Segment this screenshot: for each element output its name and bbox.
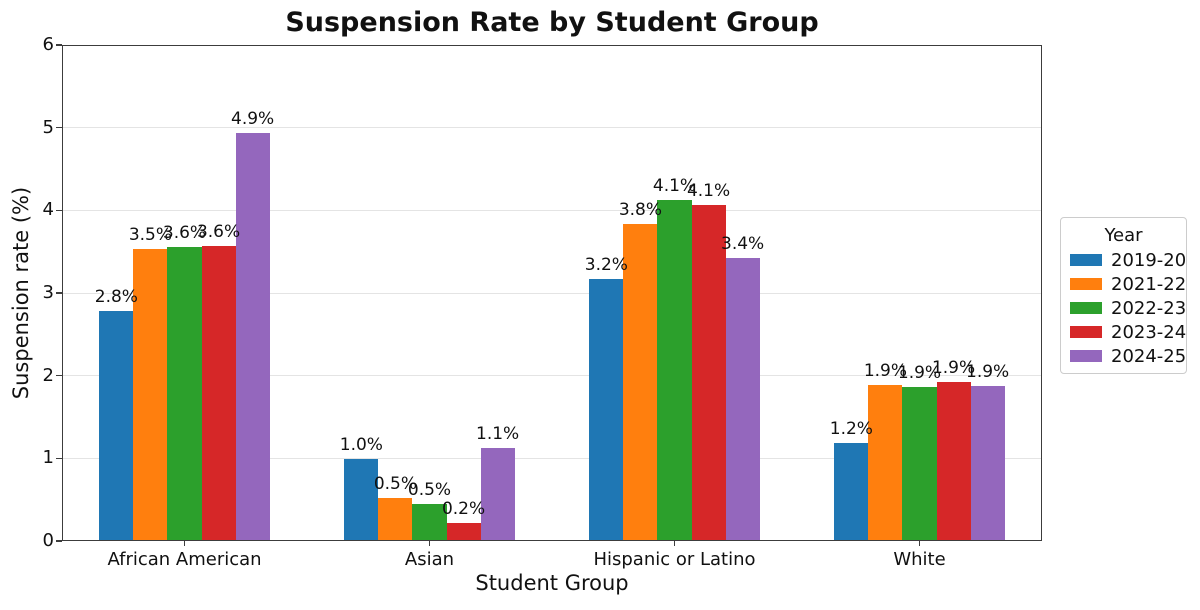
x-tick-mark (673, 541, 676, 546)
bar (99, 311, 134, 541)
bar-value-label: 3.4% (721, 234, 765, 255)
legend: Year 2019-20 2021-22 2022-23 2023-24 2024-25 (1060, 217, 1187, 374)
legend-swatch (1070, 326, 1102, 338)
bar-value-label: 4.1% (686, 180, 731, 201)
bar-value-label: 3.6% (162, 222, 207, 243)
y-tick-label: 3 (42, 282, 54, 303)
y-tick-mark (56, 540, 62, 542)
bar-value-label: 1.1% (476, 423, 520, 444)
bar (691, 204, 726, 541)
y-tick-mark (56, 457, 62, 460)
gridline (62, 375, 1042, 377)
bar-value-label: 1.2% (829, 418, 873, 439)
bar-value-label: 3.5% (128, 225, 173, 246)
x-tick-mark (183, 541, 186, 546)
x-tick-mark (918, 541, 921, 546)
y-tick-mark (56, 44, 62, 46)
bar (133, 249, 168, 541)
legend-items: 2019-20 2021-22 2022-23 2023-24 2024-25 (1070, 248, 1186, 368)
legend-label: 2023-24 (1111, 321, 1187, 343)
bar-value-label: 3.8% (618, 200, 663, 221)
legend-label: 2019-20 (1111, 249, 1187, 271)
legend-swatch (1070, 278, 1102, 290)
bar-value-label: 2.8% (94, 287, 138, 308)
x-axis-label: Student Group (475, 571, 629, 595)
gridline (62, 292, 1042, 294)
bar-value-label: 1.0% (339, 435, 383, 456)
gridline (62, 209, 1042, 211)
bar (412, 503, 447, 541)
y-tick-mark (56, 209, 62, 212)
legend-item: 2021-22 (1070, 272, 1186, 296)
gridline (62, 44, 1042, 46)
bar (235, 133, 270, 541)
y-tick-label: 0 (42, 530, 54, 551)
bar-value-label: 4.9% (231, 109, 275, 130)
bar-value-label: 0.5% (373, 474, 418, 495)
legend-label: 2022-23 (1111, 297, 1187, 319)
bar (834, 442, 869, 541)
bar (970, 386, 1005, 541)
bar (446, 522, 481, 541)
legend-swatch (1070, 254, 1102, 266)
y-tick-mark (56, 126, 62, 129)
legend-swatch (1070, 350, 1102, 362)
legend-item: 2023-24 (1070, 320, 1186, 344)
bar-value-label: 1.9% (897, 363, 942, 384)
y-tick-label: 2 (42, 364, 54, 386)
y-tick-mark (56, 374, 62, 377)
gridline (62, 127, 1042, 129)
y-tick-label: 4 (42, 199, 54, 221)
legend-item: 2019-20 (1070, 248, 1186, 272)
legend-item: 2024-25 (1070, 344, 1186, 368)
bar (657, 199, 692, 541)
legend-title: Year (1104, 225, 1143, 246)
bar-value-label: 1.9% (966, 362, 1010, 383)
bar (936, 382, 971, 541)
bar-value-label: 1.9% (863, 360, 908, 381)
legend-swatch (1070, 302, 1102, 314)
y-tick-mark (56, 292, 62, 294)
bar (378, 498, 413, 541)
legend-label: 2021-22 (1111, 273, 1187, 295)
bar (201, 245, 236, 541)
bar-value-label: 1.9% (931, 358, 976, 379)
bar (589, 278, 624, 541)
x-tick-label: White (893, 549, 946, 570)
bar (480, 447, 515, 541)
x-tick-label: African American (107, 549, 262, 570)
bar-value-label: 0.2% (441, 498, 486, 519)
bar-value-label: 4.1% (652, 175, 697, 196)
x-tick-mark (428, 541, 431, 546)
bar (868, 384, 903, 541)
legend-label: 2024-25 (1111, 345, 1187, 367)
x-tick-label: Hispanic or Latino (593, 549, 756, 570)
y-tick-label: 1 (42, 447, 54, 469)
legend-item: 2022-23 (1070, 296, 1186, 320)
y-tick-label: 6 (42, 34, 54, 55)
y-tick-label: 5 (42, 116, 54, 138)
bar-value-label: 3.6% (196, 221, 241, 242)
x-tick-label: Asian (404, 549, 455, 570)
plot-area: 2.8% 3.5% 3.6% 3.6% 4.9% 1.0% 0.5% 0.5% 0.2% 1.1%… (62, 44, 1042, 541)
bar-value-label: 3.2% (584, 254, 628, 275)
chart-title: Suspension Rate by Student Group (285, 7, 819, 38)
bar-value-label: 0.5% (407, 479, 452, 500)
gridline (62, 457, 1042, 459)
bar (902, 387, 937, 541)
bar (167, 246, 202, 541)
bar (623, 224, 658, 541)
bar (344, 459, 379, 541)
bar (725, 258, 760, 541)
